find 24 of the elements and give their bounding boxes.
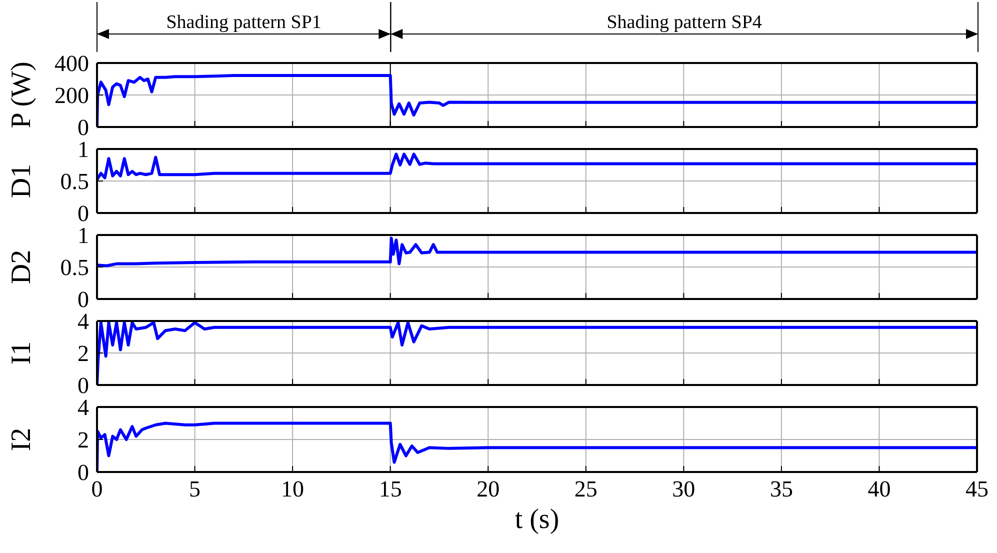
x-tick-label: 25 [574, 476, 598, 502]
x-tick-label: 30 [672, 476, 696, 502]
x-tick-label: 5 [189, 476, 201, 502]
x-tick-label: 35 [770, 476, 793, 502]
y-axis-title: D1 [6, 164, 37, 198]
x-tick-label: 40 [868, 476, 891, 502]
x-tick-label: 20 [476, 476, 500, 502]
y-tick-label: 0.5 [60, 255, 89, 280]
x-tick-label: 10 [281, 476, 304, 502]
y-axis-title: I2 [6, 428, 37, 452]
y-tick-label: 2 [78, 341, 89, 366]
text: Shading pattern SP1 [166, 12, 322, 33]
y-tick-label: 2 [78, 428, 89, 453]
x-tick-label: 45 [966, 476, 988, 502]
y-axis-title: P (W) [6, 62, 37, 128]
text: Shading pattern SP4 [606, 12, 762, 33]
y-tick-label: 400 [54, 51, 89, 76]
y-tick-label: 0.5 [60, 169, 89, 194]
x-axis-title: t (s) [514, 504, 560, 535]
y-axis-title: D2 [6, 250, 37, 284]
y-axis-title: I1 [6, 341, 37, 365]
x-tick-label: 15 [378, 476, 402, 502]
y-tick-label: 200 [54, 83, 89, 108]
y-tick-label: 0 [78, 460, 89, 486]
